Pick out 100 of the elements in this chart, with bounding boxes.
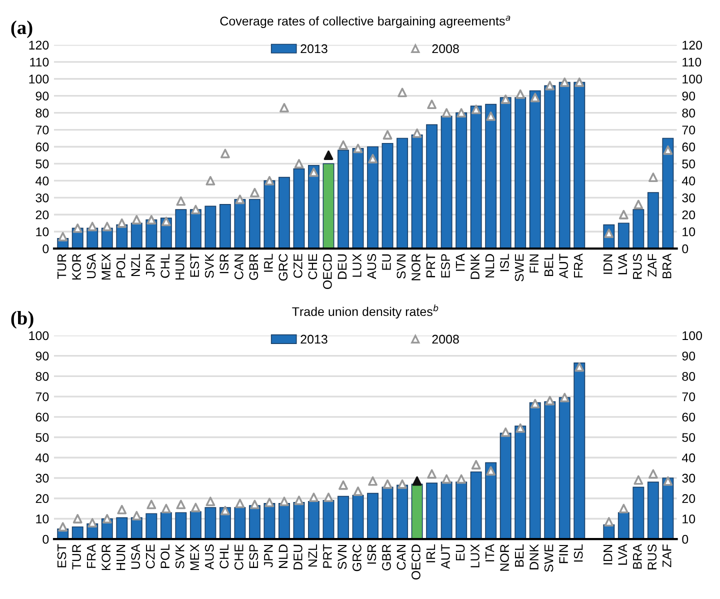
- bar: [470, 471, 482, 540]
- bar: [426, 124, 438, 249]
- x-tick-label: CHL: [220, 544, 229, 568]
- point: [58, 522, 68, 532]
- point: [574, 78, 584, 87]
- bar: [248, 198, 260, 249]
- bar: [396, 484, 408, 540]
- bar: [500, 97, 512, 249]
- x-tick-label: PRT: [323, 544, 332, 568]
- x-tick-label: DEU: [294, 544, 302, 570]
- x-tick-label: GRC: [278, 254, 288, 281]
- y2-tick-label: 90: [682, 352, 696, 360]
- bar: [632, 209, 644, 249]
- y2-tick-label: 20: [682, 494, 696, 504]
- x-tick-label: FIN: [559, 544, 568, 564]
- point: [324, 150, 334, 160]
- point: [560, 392, 570, 402]
- y2-tick-label: 30: [682, 474, 696, 483]
- x-tick-label: TUR: [57, 254, 66, 279]
- y2-tick-label: 110: [682, 58, 702, 67]
- x-tick-label: SVN: [396, 254, 406, 279]
- point: [58, 232, 68, 242]
- y2-tick-label: 20: [682, 210, 696, 220]
- legend-label: 2013: [300, 44, 328, 54]
- bar: [175, 209, 187, 249]
- x-tick-label: SWE: [514, 254, 524, 282]
- x-tick-label: LVA: [618, 253, 627, 274]
- text: (b): [11, 311, 34, 329]
- x-tick-label: SVK: [175, 544, 184, 568]
- point: [250, 500, 260, 510]
- bar: [308, 501, 320, 540]
- y-tick-label: 80: [36, 372, 49, 381]
- bar: [130, 222, 142, 249]
- point: [280, 496, 289, 506]
- y-tick-label: 20: [36, 494, 49, 504]
- legend-label: 2013: [300, 334, 328, 344]
- point: [663, 145, 673, 155]
- bar: [529, 402, 541, 540]
- bar: [574, 362, 586, 540]
- x-tick-label: PRT: [426, 254, 436, 278]
- y2-tick-label: 80: [682, 108, 696, 118]
- point: [368, 476, 378, 486]
- y-tick-label: 40: [36, 453, 49, 462]
- point: [456, 108, 466, 118]
- bar: [456, 482, 468, 540]
- y-tick-label: 90: [36, 352, 49, 360]
- x-tick-label: KOR: [102, 544, 110, 570]
- x-tick-label: BRA: [662, 253, 672, 278]
- x-tick-label: ZAF: [662, 544, 672, 568]
- x-tick-label: POL: [116, 254, 126, 278]
- y-tick-label: 100: [29, 74, 49, 84]
- x-tick-label: FIN: [530, 254, 538, 273]
- y-tick-label: 70: [36, 392, 49, 402]
- bar: [234, 507, 246, 540]
- point: [190, 204, 200, 214]
- bar: [116, 517, 128, 540]
- x-tick-label: AUT: [441, 544, 450, 569]
- y2-tick-label: 70: [682, 392, 696, 402]
- bar: [662, 138, 674, 249]
- point: [72, 224, 82, 233]
- x-tick-label: ISL: [500, 254, 509, 272]
- x-tick-label: BEL: [544, 254, 554, 276]
- x-tick-label: POL: [160, 544, 170, 568]
- y2-tick-label: 60: [682, 142, 696, 152]
- bar: [662, 478, 674, 540]
- x-tick-label: NZL: [308, 544, 317, 567]
- point: [280, 103, 289, 112]
- x-tick-label: DNK: [530, 544, 538, 570]
- y2-tick-label: 100: [682, 331, 702, 340]
- text: (a): [11, 20, 32, 38]
- x-tick-label: BRA: [633, 544, 642, 569]
- y2-tick-label: 30: [682, 193, 696, 202]
- bar: [574, 82, 586, 249]
- bar: [456, 112, 468, 249]
- point: [382, 130, 392, 140]
- bar: [440, 482, 452, 540]
- chart-title: Coverage rates of collective bargaining agreements$^{a}$: [220, 16, 510, 28]
- point: [574, 362, 584, 372]
- point: [117, 504, 127, 514]
- point: [560, 78, 570, 87]
- point: [250, 188, 260, 198]
- y2-tick-label: 0: [682, 244, 688, 254]
- point: [648, 469, 658, 479]
- point: [72, 514, 82, 524]
- x-tick-label: MEX: [102, 254, 110, 280]
- x-tick-label: CHE: [234, 544, 244, 570]
- point: [220, 148, 230, 158]
- point: [338, 480, 348, 490]
- x-tick-label: USA: [86, 253, 96, 278]
- x-tick-label: GBR: [382, 544, 391, 570]
- bar: [175, 512, 187, 540]
- y-tick-label: 70: [36, 126, 49, 134]
- x-tick-label: IDN: [604, 544, 612, 564]
- bar: [204, 507, 216, 540]
- point: [427, 100, 437, 110]
- point: [206, 496, 216, 506]
- point: [456, 474, 466, 484]
- x-tick-label: CHL: [160, 254, 170, 278]
- y-tick-label: 30: [36, 474, 49, 483]
- bar: [367, 492, 379, 540]
